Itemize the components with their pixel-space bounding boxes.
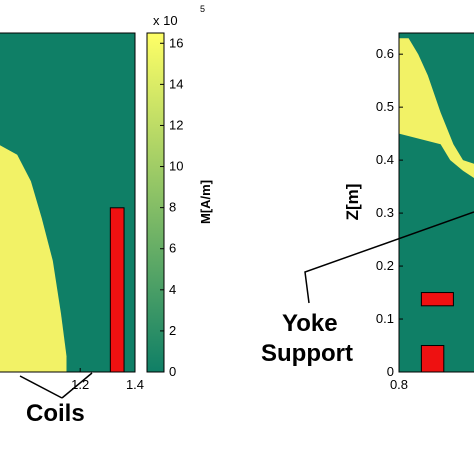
right-y-tick-label: 0 <box>387 364 394 379</box>
left-x-tick-label: 1.4 <box>126 377 144 392</box>
right-y-tick-label: 0.4 <box>376 152 394 167</box>
colorbar-label: M[A/m] <box>198 180 213 224</box>
colorbar-gradient <box>146 32 165 373</box>
colorbar-multiplier: x 10 <box>153 13 178 28</box>
right-x-tick-label: 0.8 <box>390 377 408 392</box>
yoke-label: Yoke <box>282 310 338 337</box>
right-y-tick-label: 0.3 <box>376 205 394 220</box>
colorbar-tick-label: 10 <box>169 159 183 174</box>
right-coil-1 <box>420 292 454 307</box>
right-y-tick-label: 0.2 <box>376 258 394 273</box>
colorbar-tick-label: 2 <box>169 323 176 338</box>
right-y-tick-label: 0.5 <box>376 99 394 114</box>
colorbar-tick-label: 8 <box>169 200 176 215</box>
coils-label: Coils <box>26 400 85 427</box>
yoke-pointer-line <box>304 211 474 304</box>
left-saturated-iron-region <box>0 145 67 372</box>
annotations: Coils Yoke Support <box>19 211 474 427</box>
left-x-tick-label: 1.2 <box>71 377 89 392</box>
right-heatmap-panel: 0.8 0 0.1 0.2 0.3 0.4 0.5 0.6 Z[m] <box>343 32 474 392</box>
right-saturated-yoke-region <box>399 38 474 178</box>
colorbar-tick-label: 6 <box>169 241 176 256</box>
left-coil-1 <box>109 207 125 372</box>
colorbar-tick-label: 0 <box>169 364 176 379</box>
right-y-axis-label: Z[m] <box>343 184 362 221</box>
colorbar-exponent: 5 <box>200 4 205 14</box>
colorbar-tick-label: 4 <box>169 282 176 297</box>
left-heatmap-panel: 1.2 1.4 <box>0 32 144 392</box>
colorbar: 0 2 4 6 8 10 12 14 16 x 10 5 M[A/m] <box>146 4 213 379</box>
colorbar-tick-label: 12 <box>169 117 183 132</box>
coils-pointer-line-2 <box>61 372 93 399</box>
right-coil-2 <box>420 345 445 372</box>
colorbar-tick-label: 16 <box>169 35 183 50</box>
right-y-tick-label: 0.1 <box>376 311 394 326</box>
support-label: Support <box>261 340 353 367</box>
colorbar-tick-label: 14 <box>169 76 183 91</box>
coils-pointer-line <box>19 375 63 399</box>
right-y-tick-label: 0.6 <box>376 46 394 61</box>
